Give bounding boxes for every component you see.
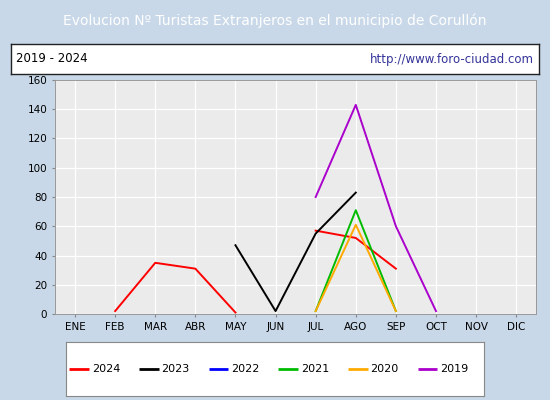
- Text: 2019 - 2024: 2019 - 2024: [16, 52, 88, 66]
- Text: 2020: 2020: [371, 364, 399, 374]
- Text: http://www.foro-ciudad.com: http://www.foro-ciudad.com: [370, 52, 534, 66]
- Text: 2021: 2021: [301, 364, 329, 374]
- Text: Evolucion Nº Turistas Extranjeros en el municipio de Corullón: Evolucion Nº Turistas Extranjeros en el …: [63, 14, 487, 28]
- Text: 2019: 2019: [440, 364, 469, 374]
- Text: 2023: 2023: [162, 364, 190, 374]
- Text: 2022: 2022: [231, 364, 260, 374]
- Text: 2024: 2024: [92, 364, 120, 374]
